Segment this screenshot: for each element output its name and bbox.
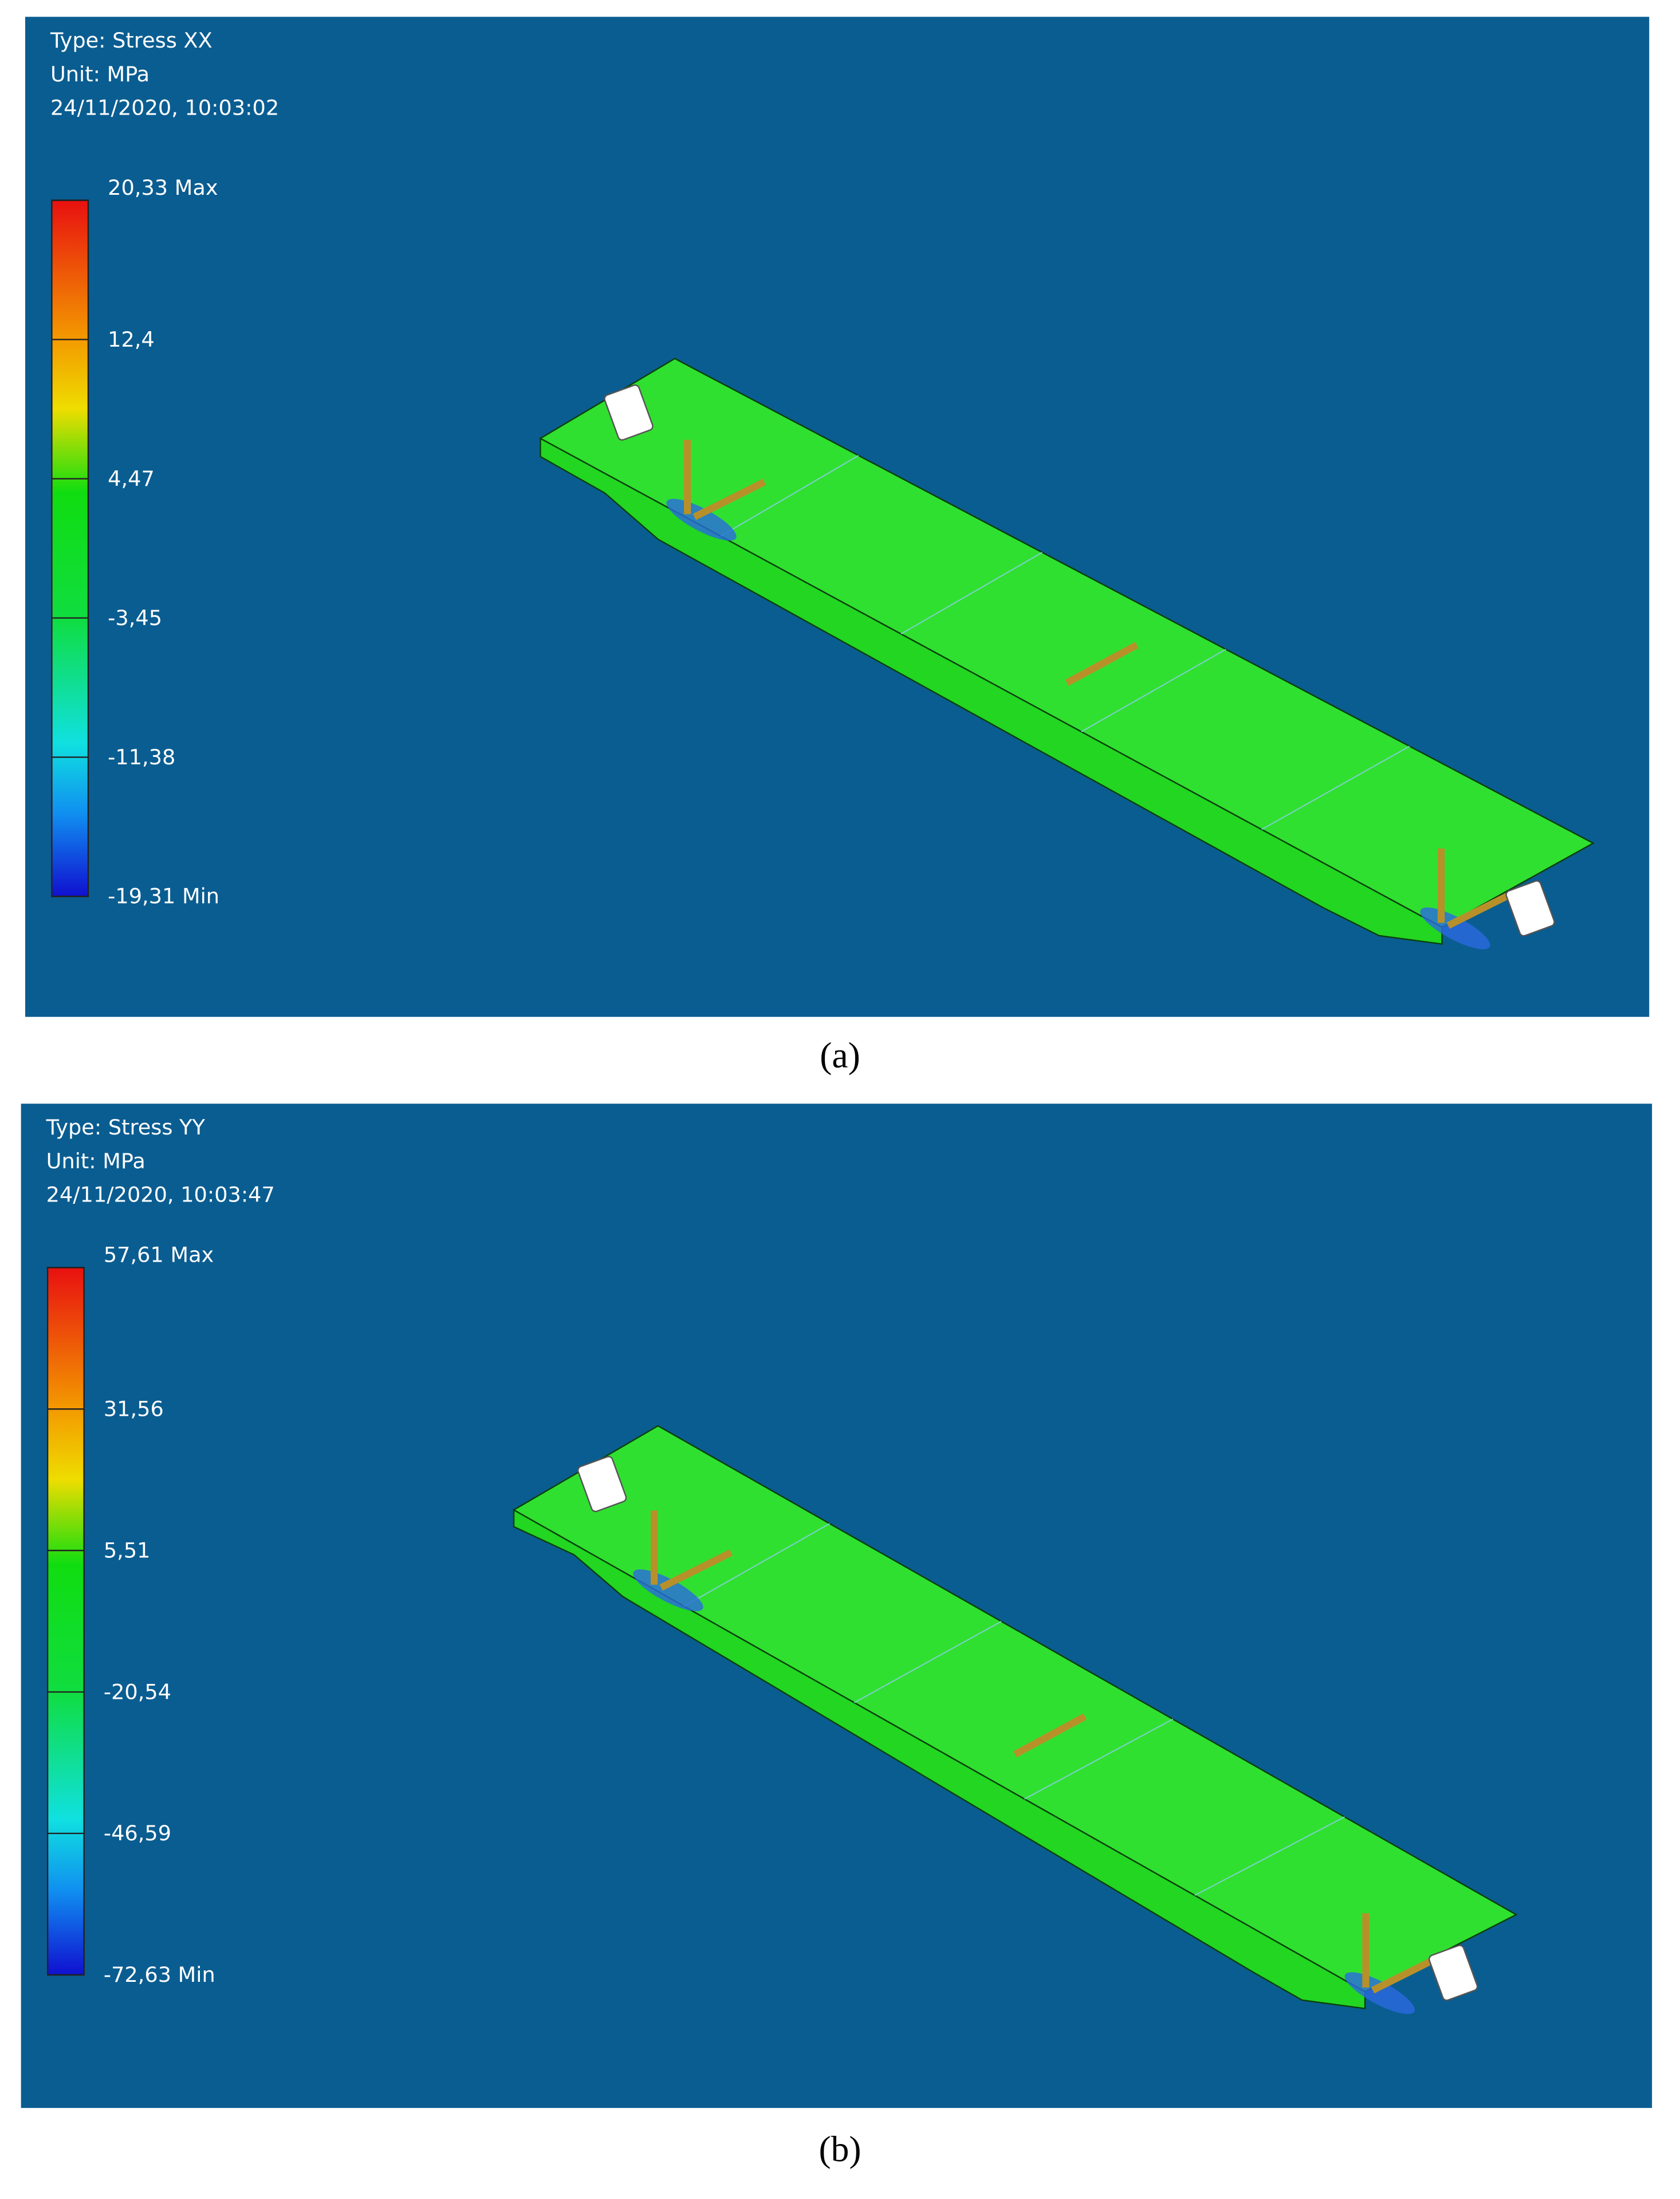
beam-top [538,358,1595,928]
info-text: Unit: MPa [46,1149,145,1173]
mesh-line [853,1620,1002,1703]
legend-label: 5,51 [104,1538,151,1562]
mesh-line [1024,1718,1174,1800]
constraint-icon [1505,880,1555,937]
color-bar [46,1267,85,1976]
load-arrow [659,1549,733,1591]
legend-label: -11,38 [108,745,175,769]
constraint-icon [604,384,654,441]
info-text: Unit: MPa [50,62,149,87]
legend-label: 31,56 [104,1396,164,1421]
stress-spot [1344,1972,1415,2015]
mesh-line [720,455,859,537]
legend-label: -72,63 Min [104,1962,215,1987]
caption: (a) [820,1035,860,1075]
caption: (b) [819,2129,861,2169]
legend-label: 57,61 Max [104,1243,214,1267]
mesh-line [1261,745,1410,830]
mesh-line [1081,649,1226,732]
load-arrow [693,478,766,520]
load-arrow [1065,642,1139,686]
mesh-line [900,552,1042,635]
beam-top [512,1425,1518,1993]
legend-label: -19,31 Min [108,884,219,909]
legend-label: 20,33 Max [108,175,218,200]
info-text: 24/11/2020, 10:03:02 [50,95,279,120]
info-text: 24/11/2020, 10:03:47 [46,1182,275,1207]
constraint-icon [577,1456,627,1513]
legend-label: 12,4 [108,327,155,352]
mesh-line [683,1523,830,1607]
legend-label: 4,47 [108,466,155,491]
constraint-icon [1428,1945,1478,2001]
load-arrow [1013,1713,1087,1758]
stress-spot [1420,907,1490,949]
panel: Type: Stress XX Unit: MPa 24/11/2020, 10:0… [25,17,1650,1075]
stress-spot [633,1569,703,1612]
color-bar [51,199,89,897]
stress-spot [666,498,737,541]
legend-label: -3,45 [108,606,162,630]
panel: Type: Stress YY Unit: MPa 24/11/2020, 10:0… [21,1104,1653,2169]
info-text: Type: Stress YY [46,1115,206,1140]
legend-label: -20,54 [104,1679,171,1704]
info-text: Type: Stress XX [50,28,213,53]
legend-label: -46,59 [104,1821,171,1845]
mesh-line [1194,1816,1345,1896]
